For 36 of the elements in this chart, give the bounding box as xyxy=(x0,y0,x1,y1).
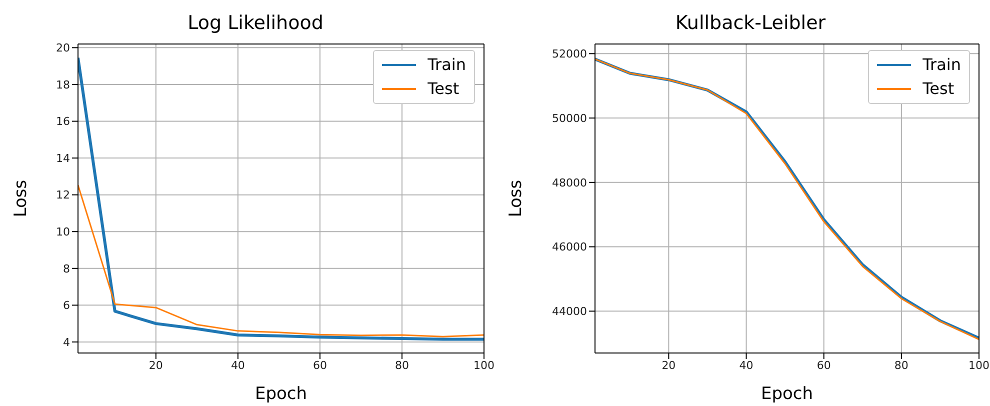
legend-label: Train xyxy=(922,54,961,76)
y-tick-label: 14 xyxy=(56,152,70,165)
y-tick-label: 52000 xyxy=(552,48,587,61)
y-axis-title: Loss xyxy=(11,180,32,218)
y-tick-label: 8 xyxy=(63,262,70,276)
x-tick-label: 40 xyxy=(230,358,245,372)
x-tick-label: 80 xyxy=(894,358,908,372)
line-series xyxy=(78,184,484,338)
y-tick-label: 50000 xyxy=(552,112,587,125)
y-tick-label: 46000 xyxy=(552,240,587,254)
x-tick-label: 100 xyxy=(474,358,494,372)
x-tick-label: 20 xyxy=(662,358,676,372)
y-tick-label: 4 xyxy=(63,336,70,349)
legend-label: Train xyxy=(428,54,466,76)
y-tick-label: 6 xyxy=(63,299,70,312)
x-tick-label: 80 xyxy=(394,358,409,372)
y-tick-label: 48000 xyxy=(552,176,587,190)
y-tick-label: 18 xyxy=(56,78,70,92)
x-tick-label: 40 xyxy=(739,358,754,372)
x-axis-title: Epoch xyxy=(254,384,308,404)
chart-title: Kullback-Leibler xyxy=(674,11,827,36)
line-series xyxy=(78,56,484,341)
y-tick-label: 12 xyxy=(56,188,70,202)
y-tick-label: 20 xyxy=(56,42,70,55)
legend-label: Test xyxy=(922,78,954,100)
y-axis-title: Loss xyxy=(506,180,526,218)
x-tick-label: 100 xyxy=(968,358,990,372)
y-tick-label: 10 xyxy=(56,226,70,239)
x-axis-title: Epoch xyxy=(760,384,814,404)
x-tick-label: 60 xyxy=(312,358,327,372)
x-tick-label: 60 xyxy=(816,358,831,372)
legend-label: Test xyxy=(428,78,460,100)
x-tick-label: 20 xyxy=(148,358,163,372)
chart-title: Log Likelihood xyxy=(186,11,324,36)
y-tick-label: 44000 xyxy=(552,305,587,318)
y-tick-label: 16 xyxy=(56,115,70,128)
